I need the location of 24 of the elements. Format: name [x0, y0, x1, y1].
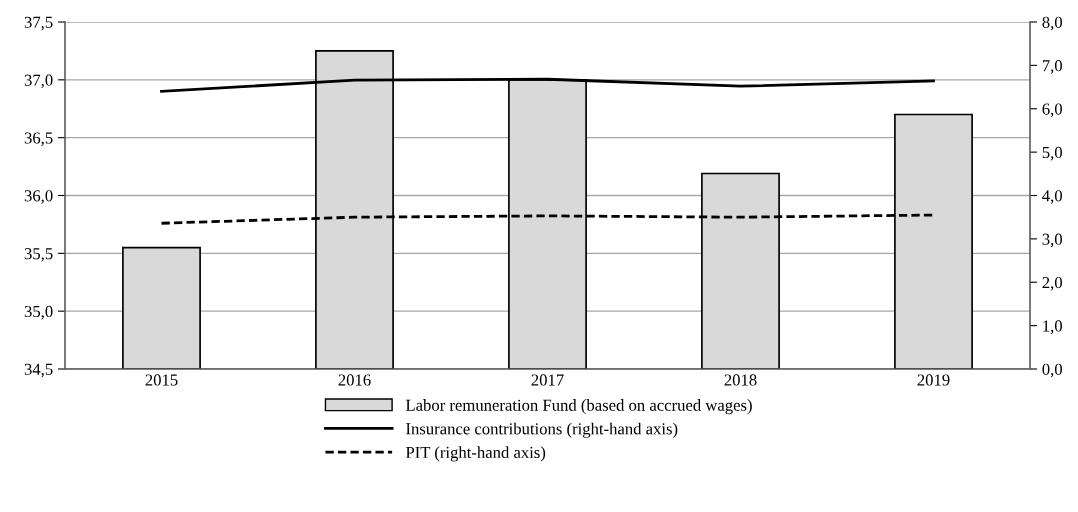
x-tick-label: 2018	[724, 374, 757, 386]
legend-label: PIT (right-hand axis)	[405, 446, 546, 462]
y-tick-label: 36,5	[24, 132, 53, 147]
y2-tick-label: 6,0	[1042, 103, 1062, 118]
y-tick-label: 36,0	[24, 190, 53, 204]
y2-tick-label: 4,0	[1042, 190, 1062, 204]
legend-label: Labor remuneration Fund (based on accrued wages)	[405, 399, 752, 415]
x-tick-label: 2015	[145, 374, 178, 386]
y2-tick-label: 8,0	[1042, 16, 1062, 31]
legend-label: Insurance contributions (right-hand axis)	[406, 422, 678, 438]
y2-tick-label: 7,0	[1042, 60, 1062, 74]
x-tick-label: 2019	[917, 374, 950, 386]
y2-tick-label: 2,0	[1042, 276, 1062, 291]
y-tick-label: 37,0	[24, 74, 53, 89]
x-tick-label: 2016	[338, 374, 371, 386]
y2-tick-label: 5,0	[1042, 146, 1062, 161]
y2-tick-label: 1,0	[1043, 320, 1062, 334]
y-tick-label: 35,5	[24, 248, 53, 262]
y-tick-label: 37,5	[24, 16, 53, 31]
y-tick-label: 34,5	[24, 363, 53, 378]
x-tick-label: 2017	[531, 374, 564, 386]
y-tick-label: 35,0	[24, 305, 53, 320]
y2-tick-label: 3,0	[1042, 233, 1062, 248]
y2-tick-label: 0,0	[1042, 363, 1062, 378]
